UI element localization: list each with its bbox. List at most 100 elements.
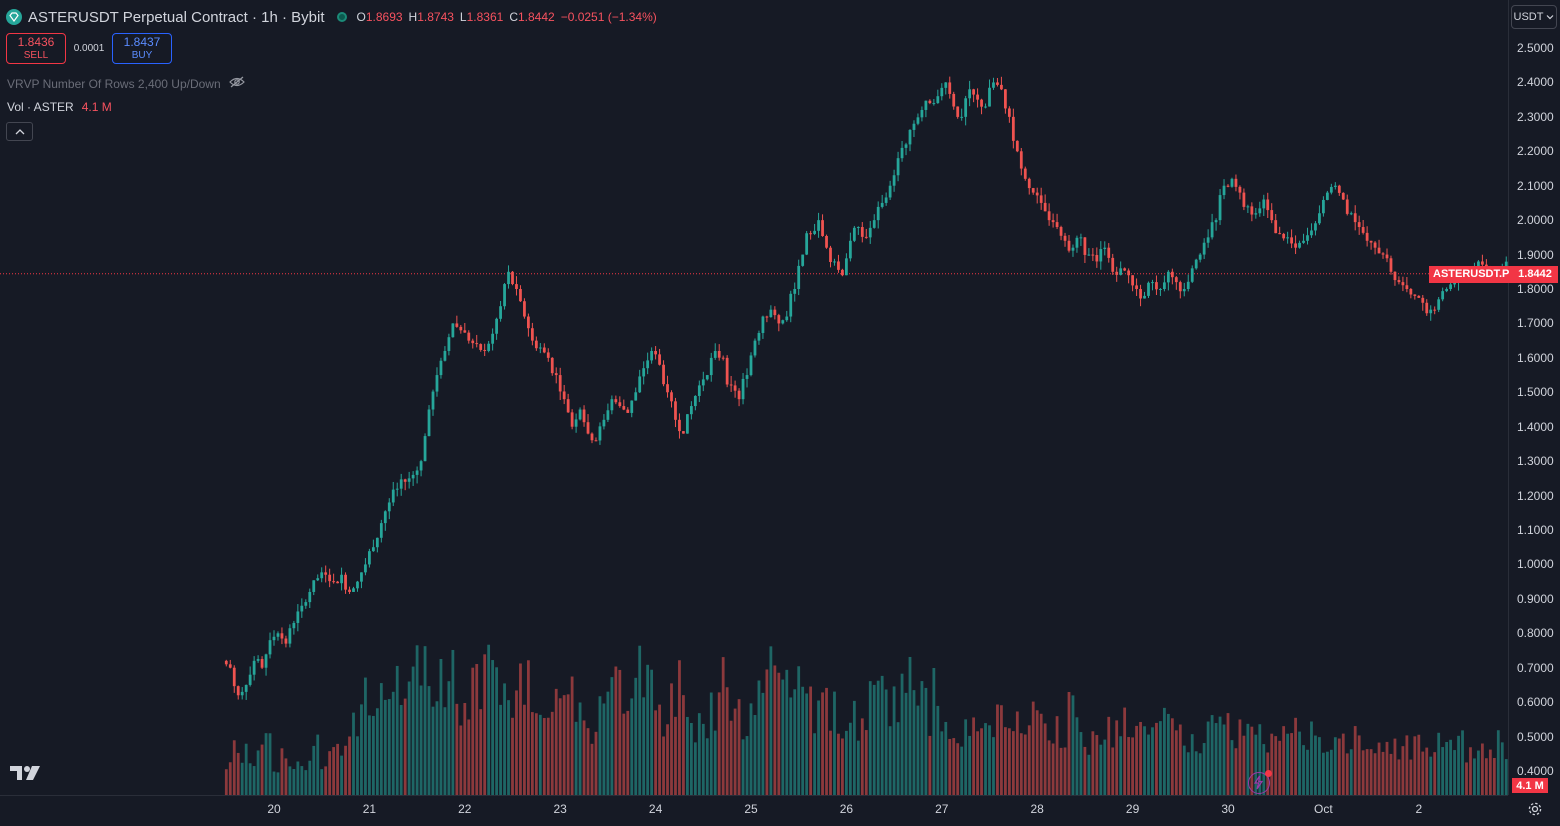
tradingview-logo-icon[interactable] — [10, 764, 42, 787]
aster-diamond-icon[interactable] — [6, 9, 22, 25]
gear-icon[interactable] — [1527, 801, 1543, 822]
candle-body — [1198, 254, 1202, 260]
candle-body — [1075, 237, 1079, 248]
candle-body — [642, 368, 646, 377]
volume-bar — [1270, 733, 1274, 795]
candle-body — [618, 402, 622, 407]
volume-bar — [399, 705, 403, 795]
volume-bar — [590, 743, 594, 795]
volume-bar — [662, 736, 665, 795]
volume-bar — [411, 666, 415, 795]
currency-unit-button[interactable]: USDT — [1511, 5, 1557, 29]
candle-body — [610, 399, 614, 411]
volume-bar — [550, 711, 554, 795]
volume-bar — [1079, 732, 1083, 795]
volume-bar — [749, 703, 753, 795]
volume-bar — [860, 718, 864, 795]
volume-bar — [272, 771, 276, 795]
candle-body — [1278, 233, 1282, 235]
candle-body — [1258, 208, 1262, 214]
volume-bar — [519, 663, 522, 795]
candle-body — [1329, 186, 1333, 193]
candle-body — [992, 82, 995, 88]
candle-body — [674, 401, 677, 420]
time-axis[interactable] — [0, 795, 1508, 826]
candle-body — [1238, 186, 1242, 193]
flash-icon[interactable] — [1248, 770, 1272, 794]
candle-body — [976, 94, 979, 100]
candle-body — [379, 523, 383, 538]
volume-bar — [610, 677, 614, 795]
candle-body — [1202, 242, 1206, 255]
candlestick-chart[interactable] — [0, 0, 1508, 795]
volume-bar — [1441, 747, 1445, 795]
volume-bar — [1023, 734, 1027, 795]
vrvp-indicator-legend[interactable]: VRVP Number Of Rows 2,400 Up/Down — [7, 76, 245, 91]
volume-bar — [829, 730, 832, 795]
candle-body — [825, 235, 828, 248]
volume-bar — [1477, 750, 1480, 795]
volume-bar — [236, 752, 240, 795]
candle-body — [837, 261, 840, 270]
collapse-legend-button[interactable] — [6, 122, 33, 141]
sell-button[interactable]: 1.8436 SELL — [6, 33, 66, 64]
candle-body — [562, 391, 566, 400]
candle-body — [336, 581, 339, 584]
volume-bar — [1453, 750, 1456, 795]
symbol-title[interactable]: ASTERUSDT Perpetual Contract · 1h · Bybi… — [28, 8, 325, 26]
candle-body — [260, 659, 264, 668]
candle-body — [519, 289, 522, 302]
volume-bar — [1190, 734, 1194, 795]
volume-bar — [228, 762, 232, 795]
time-tick-label: 22 — [458, 802, 472, 816]
volume-bar — [670, 683, 673, 795]
volume-bar — [1226, 713, 1230, 795]
volume-bar — [697, 713, 701, 795]
volume-bar — [1163, 707, 1166, 795]
volume-bar — [701, 723, 705, 795]
price-tick-label: 2.1000 — [1517, 178, 1554, 193]
volume-bar — [1461, 730, 1464, 795]
candle-body — [1397, 280, 1401, 283]
volume-bar — [344, 745, 347, 795]
volume-bar — [391, 691, 395, 795]
candle-body — [296, 611, 300, 623]
volume-bar — [1170, 718, 1174, 795]
candle-body — [737, 390, 741, 400]
price-axis[interactable] — [1508, 0, 1560, 795]
volume-bar — [1039, 713, 1043, 795]
market-open-dot-icon[interactable] — [336, 12, 347, 22]
price-tick-label: 1.5000 — [1517, 385, 1554, 400]
eye-off-icon[interactable] — [228, 76, 245, 91]
candle-body — [1222, 185, 1226, 196]
volume-bar — [848, 722, 852, 795]
candle-body — [471, 340, 475, 344]
price-tick-label: 1.7000 — [1517, 316, 1554, 331]
volume-bar — [1377, 742, 1381, 795]
time-tick-label: 23 — [553, 802, 567, 816]
volume-indicator-legend[interactable]: Vol · ASTER 4.1 M — [7, 100, 112, 114]
volume-bar — [1345, 753, 1349, 795]
volume-bar — [1389, 753, 1393, 795]
candle-body — [371, 547, 375, 552]
volume-bar — [463, 703, 467, 795]
time-tick-label: 24 — [648, 802, 663, 816]
buy-button[interactable]: 1.8437 BUY — [112, 33, 172, 64]
ohlc-close: 1.8442 — [517, 10, 555, 24]
candle-body — [467, 332, 471, 341]
candle-body — [1341, 192, 1345, 200]
candle-body — [1155, 282, 1158, 290]
candle-body — [507, 271, 510, 285]
candle-body — [1000, 84, 1003, 90]
volume-bar — [1294, 717, 1297, 795]
volume-bar — [689, 722, 693, 795]
volume-bar — [1210, 715, 1214, 795]
volume-bar — [1500, 742, 1504, 795]
volume-bar — [817, 700, 820, 795]
volume-bar — [630, 698, 634, 795]
volume-bar — [936, 705, 940, 795]
candle-body — [745, 375, 749, 379]
last-price-symbol: ASTERUSDT.P — [1433, 268, 1510, 281]
volume-bar — [924, 687, 928, 795]
volume-bar — [1111, 747, 1115, 795]
